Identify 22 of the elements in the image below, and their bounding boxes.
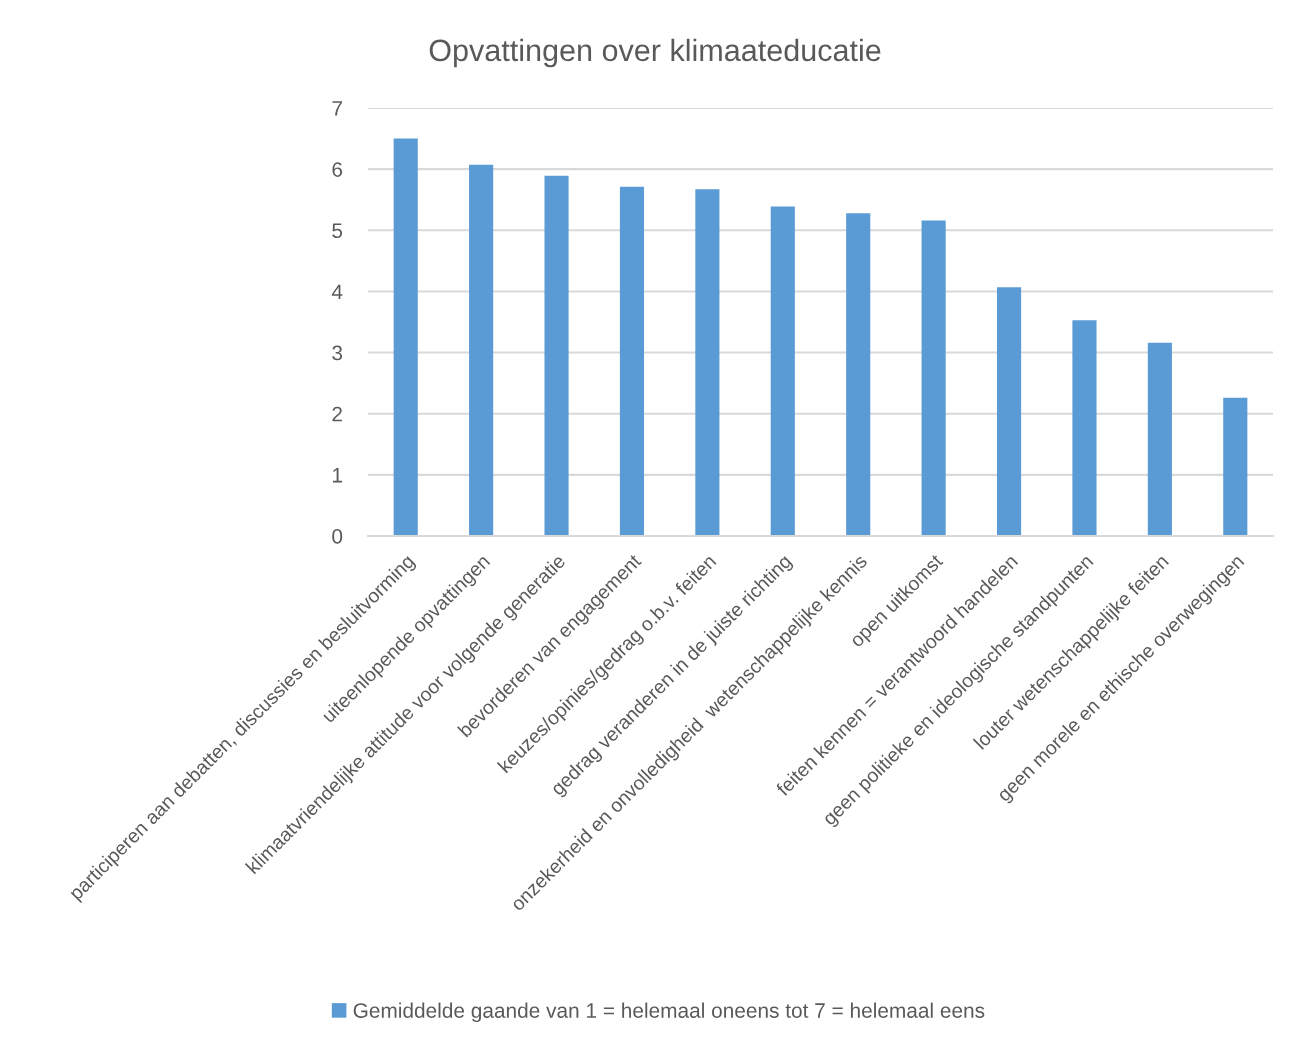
bar: [1223, 397, 1248, 536]
y-tick-label: 3: [332, 345, 343, 361]
y-tick-label: 4: [331, 284, 343, 299]
y-tick-label: 6: [332, 162, 343, 177]
bar: [846, 213, 871, 536]
bar: [619, 186, 645, 536]
bar: [996, 287, 1022, 536]
bar: [1147, 342, 1172, 536]
chart-title: Opvattingen over klimaateducatie: [429, 38, 881, 68]
y-tick-label: 5: [332, 223, 343, 239]
y-tick-label: 0: [332, 529, 343, 544]
y-tick-label: 7: [332, 101, 342, 116]
bar: [469, 164, 494, 536]
legend-label: Gemiddelde gaande van 1 = helemaal oneens tot 7 = helemaal eens: [353, 1002, 985, 1023]
y-tick-label: 2: [332, 406, 342, 422]
bar: [393, 138, 418, 536]
bar: [544, 175, 569, 536]
bar: [1072, 320, 1097, 536]
y-tick-label: 1: [333, 468, 342, 483]
bar: [695, 189, 720, 536]
bar: [921, 220, 946, 536]
bar: [770, 206, 795, 536]
